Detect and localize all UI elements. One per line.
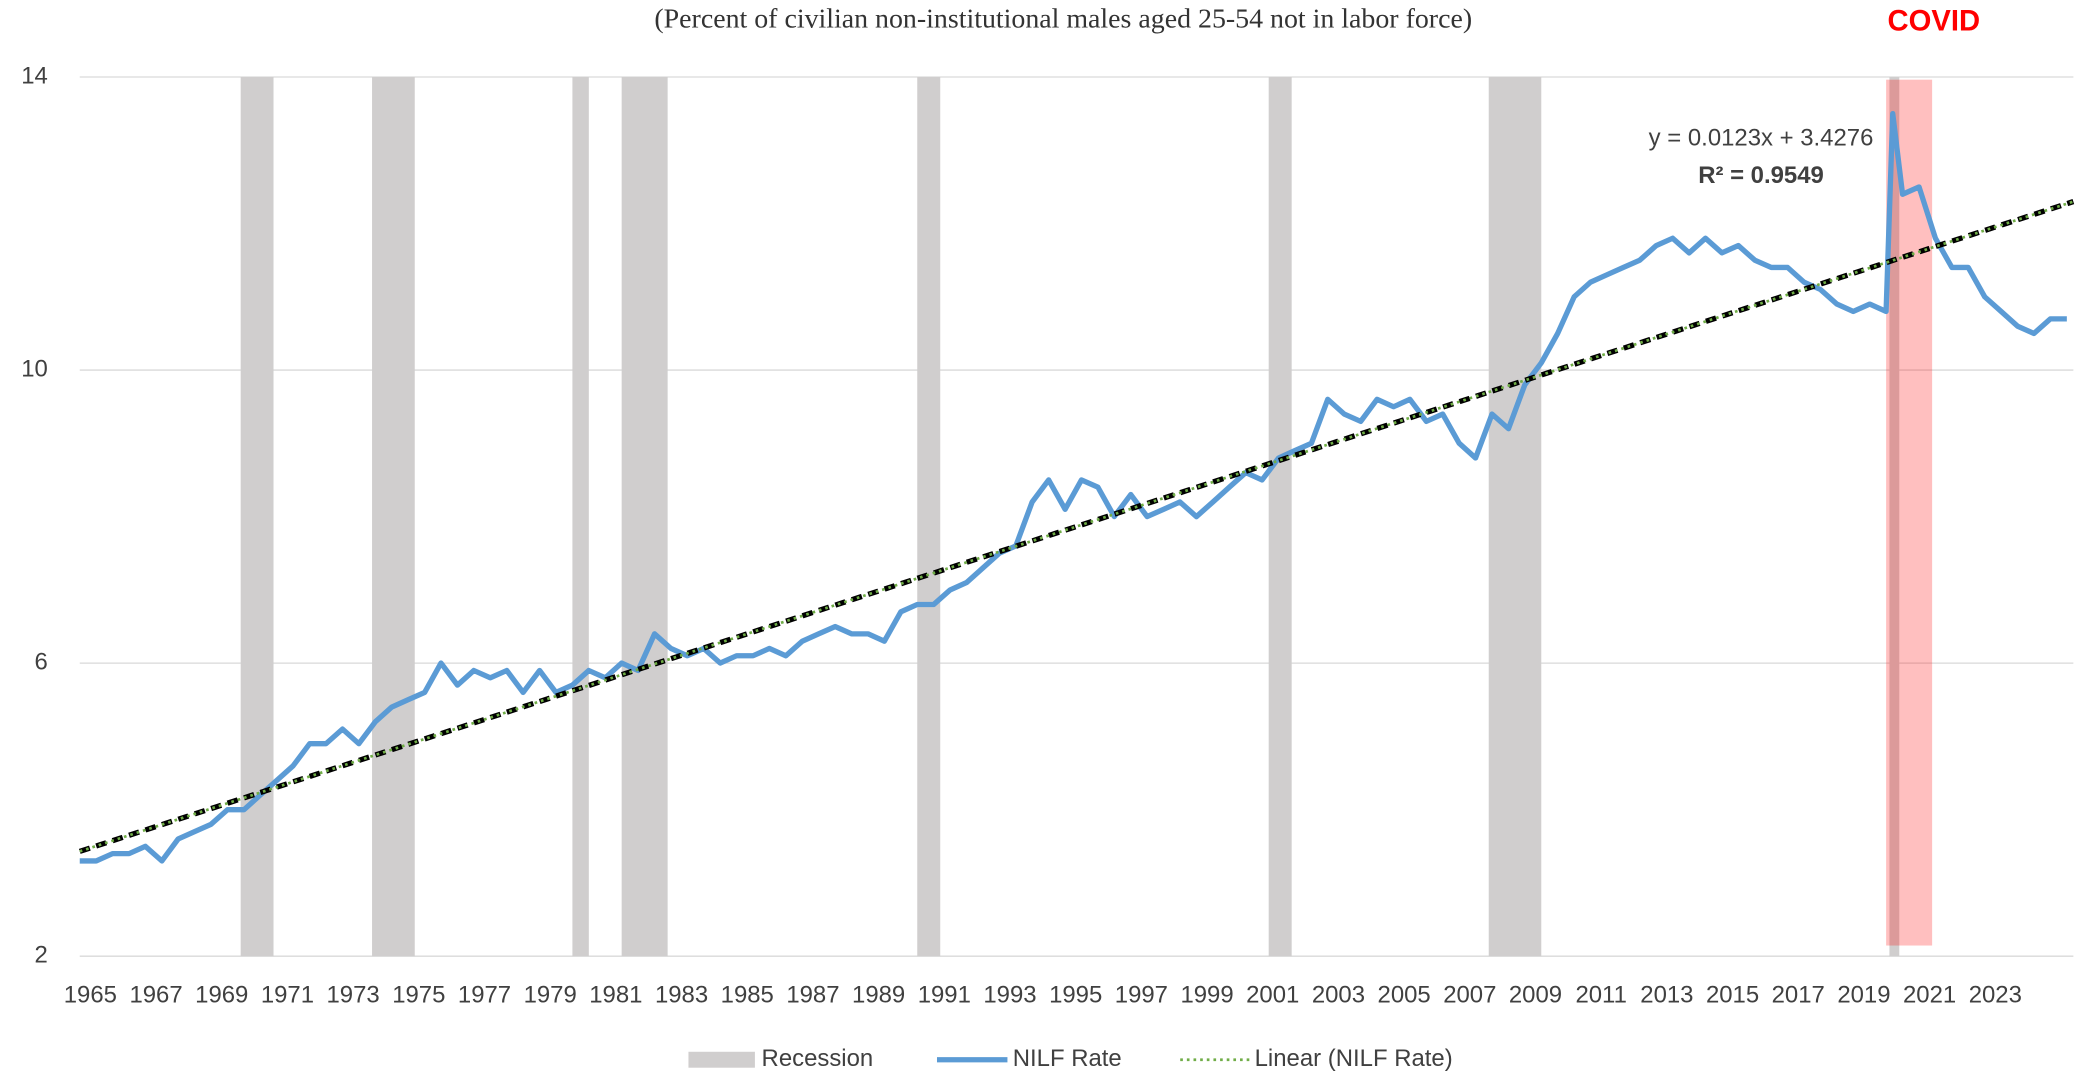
recession-band [1268, 77, 1292, 957]
x-tick-label: 1983 [655, 981, 708, 1008]
x-tick-label: 2005 [1378, 981, 1431, 1008]
x-tick-label: 1985 [721, 981, 774, 1008]
x-tick-label: 1969 [195, 981, 248, 1008]
y-tick-label: 10 [21, 355, 48, 382]
data-line [79, 111, 2067, 864]
r-squared: R² = 0.9549 [1698, 162, 1824, 189]
x-tick-label: 2023 [1969, 981, 2022, 1008]
x-tick-label: 1991 [918, 981, 971, 1008]
x-tick-label: 1977 [458, 981, 511, 1008]
x-tick-label: 2011 [1575, 981, 1626, 1008]
x-tick-label: 1967 [129, 981, 182, 1008]
x-tick-label: 2003 [1312, 981, 1365, 1008]
recession-band [917, 77, 941, 957]
chart-subtitle: (Percent of civilian non-institutional m… [654, 4, 1472, 35]
trendline-dash [78, 199, 2075, 854]
x-tick-label: 1965 [64, 981, 117, 1008]
x-tick-label: 1971 [261, 981, 314, 1008]
x-tick-label: 1997 [1115, 981, 1168, 1008]
recession-band [1889, 77, 1900, 957]
x-tick-label: 1973 [327, 981, 380, 1008]
recession-band [621, 77, 668, 957]
x-tick-label: 1979 [524, 981, 577, 1008]
legend-swatch [688, 1051, 755, 1068]
x-tick-label: 2021 [1903, 981, 1956, 1008]
x-tick-label: 1995 [1049, 981, 1102, 1008]
legend-label: NILF Rate [1013, 1045, 1122, 1072]
x-tick-label: 2019 [1837, 981, 1890, 1008]
x-tick-label: 2015 [1706, 981, 1759, 1008]
y-tick-label: 14 [21, 62, 48, 89]
recession-band [1488, 77, 1542, 957]
x-tick-label: 1993 [983, 981, 1036, 1008]
x-tick-label: 1999 [1180, 981, 1233, 1008]
x-tick-label: 2013 [1640, 981, 1693, 1008]
equation: y = 0.0123x + 3.4276 [1649, 125, 1874, 152]
x-tick-label: 1987 [786, 981, 839, 1008]
y-tick-label: 6 [35, 648, 48, 675]
recession-band [572, 77, 589, 957]
recession-band [240, 77, 274, 957]
legend-label: Recession [762, 1045, 874, 1072]
covid-label: COVID [1888, 5, 1981, 37]
legend-label: Linear (NILF Rate) [1255, 1045, 1453, 1072]
recession-band [372, 77, 415, 957]
x-tick-label: 2007 [1443, 981, 1496, 1008]
x-tick-label: 2017 [1772, 981, 1825, 1008]
x-tick-label: 1981 [589, 981, 642, 1008]
y-tick-label: 2 [35, 941, 48, 968]
x-tick-label: 2009 [1509, 981, 1562, 1008]
x-tick-label: 2001 [1246, 981, 1299, 1008]
x-tick-label: 1989 [852, 981, 905, 1008]
x-tick-label: 1975 [392, 981, 445, 1008]
covid-band [1886, 79, 1933, 946]
